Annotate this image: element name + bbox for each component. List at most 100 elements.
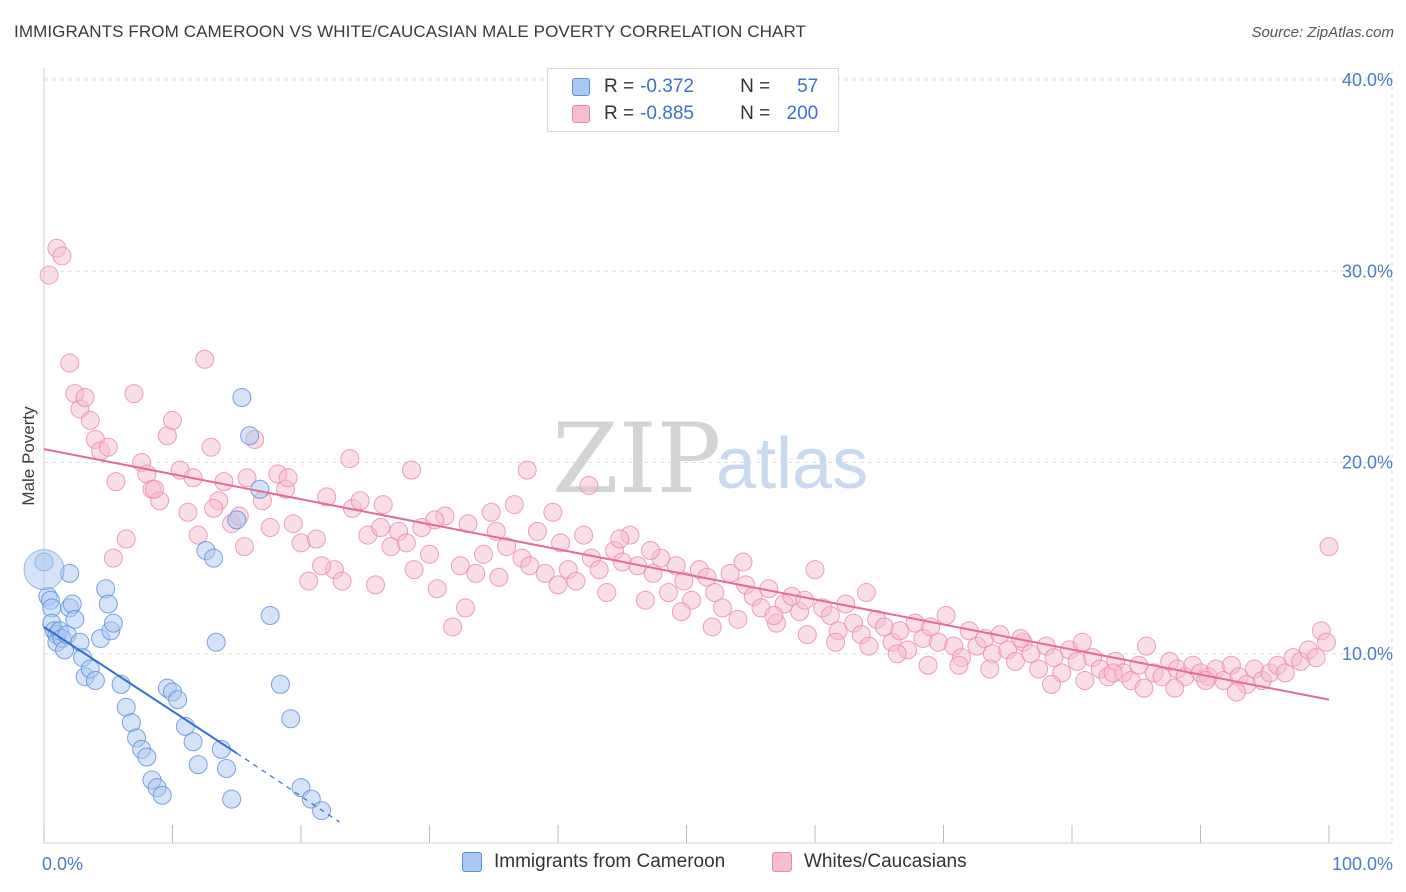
legend-n-value: 200 xyxy=(786,103,819,124)
point-whites xyxy=(404,560,424,580)
point-whites xyxy=(535,563,555,583)
legend-n-label: N = xyxy=(740,103,771,124)
point-whites xyxy=(39,265,59,285)
point-whites xyxy=(1134,678,1154,698)
point-whites xyxy=(1319,537,1339,557)
point-whites xyxy=(548,575,568,595)
watermark-zip: ZIP xyxy=(552,403,721,515)
point-whites xyxy=(949,655,969,675)
point-whites xyxy=(420,544,439,564)
point-cameroon xyxy=(98,594,118,614)
point-cameroon-large xyxy=(23,549,65,591)
point-whites xyxy=(466,563,486,583)
point-whites xyxy=(820,606,840,625)
chart-title: IMMIGRANTS FROM CAMEROON VS WHITE/CAUCAS… xyxy=(14,22,807,41)
legend-row-cameroon: R = -0.372 N = 57 xyxy=(572,74,818,100)
point-cameroon xyxy=(232,387,252,407)
point-whites xyxy=(671,602,691,622)
point-cameroon xyxy=(270,674,290,694)
point-whites xyxy=(589,560,609,580)
y-tick-label: 40.0% xyxy=(1342,70,1393,90)
point-whites xyxy=(1137,636,1157,656)
point-cameroon xyxy=(188,755,208,775)
legend-item-cameroon[interactable]: Immigrants from Cameroon xyxy=(462,851,725,873)
point-whites xyxy=(826,632,846,652)
point-whites xyxy=(733,552,753,572)
axes xyxy=(43,68,1392,844)
x-tick-label: 0.0% xyxy=(42,854,83,874)
point-whites xyxy=(116,529,136,549)
point-cameroon xyxy=(227,510,247,530)
point-whites xyxy=(317,487,337,507)
legend-r-label: R = xyxy=(604,103,635,124)
point-cameroon xyxy=(137,747,157,767)
point-whites xyxy=(566,571,586,591)
data-points xyxy=(23,238,1339,821)
point-whites xyxy=(859,636,879,656)
point-whites xyxy=(918,655,938,675)
y-tick-label: 20.0% xyxy=(1342,453,1393,473)
legend-swatch-blue xyxy=(462,852,482,872)
point-whites xyxy=(890,621,910,641)
point-cameroon xyxy=(222,789,242,809)
point-whites xyxy=(214,472,234,492)
point-whites xyxy=(106,472,126,492)
point-whites xyxy=(887,644,907,664)
point-whites xyxy=(635,590,655,610)
point-whites xyxy=(674,571,694,591)
point-whites xyxy=(52,246,72,266)
x-tick-label: 100.0% xyxy=(1332,854,1393,874)
legend-swatch-blue xyxy=(572,78,590,96)
point-cameroon xyxy=(206,632,226,652)
point-cameroon xyxy=(216,759,236,778)
legend-label: Whites/Caucasians xyxy=(804,851,967,872)
point-whites xyxy=(402,460,422,480)
point-whites xyxy=(178,502,198,522)
point-whites xyxy=(1021,644,1041,664)
point-whites xyxy=(1226,682,1246,702)
trend-line-cameroon xyxy=(43,626,238,755)
point-whites xyxy=(980,659,1000,679)
point-cameroon xyxy=(240,426,260,446)
point-whites xyxy=(702,617,722,637)
legend-r-value: -0.885 xyxy=(640,103,694,124)
point-cameroon xyxy=(260,606,280,625)
point-whites xyxy=(517,460,537,480)
point-whites xyxy=(574,525,594,545)
point-whites xyxy=(278,468,298,488)
point-whites xyxy=(350,491,370,511)
point-whites xyxy=(1029,659,1049,679)
point-whites xyxy=(366,575,386,595)
point-whites xyxy=(504,495,524,515)
point-whites xyxy=(597,583,617,603)
point-whites xyxy=(443,617,463,637)
trend-lines xyxy=(43,448,1330,823)
point-whites xyxy=(579,475,599,495)
legend-swatch-pink xyxy=(572,105,590,123)
point-whites xyxy=(473,544,493,564)
point-whites xyxy=(80,410,100,430)
point-whites xyxy=(543,502,563,522)
point-whites xyxy=(163,410,182,430)
point-whites xyxy=(60,353,80,373)
point-whites xyxy=(520,556,540,576)
point-whites xyxy=(1165,678,1185,698)
point-whites xyxy=(1306,648,1326,668)
legend-n-label: N = xyxy=(740,76,771,97)
legend-swatch-pink xyxy=(772,852,792,872)
point-whites xyxy=(936,606,956,625)
point-cameroon xyxy=(281,709,301,729)
point-whites xyxy=(1103,663,1123,683)
point-whites xyxy=(795,590,815,610)
point-whites xyxy=(805,560,825,580)
point-whites xyxy=(856,583,876,603)
point-whites xyxy=(204,498,224,518)
point-whites xyxy=(497,537,517,557)
point-cameroon xyxy=(204,548,224,568)
point-whites xyxy=(1041,674,1061,694)
point-whites xyxy=(195,349,215,369)
point-whites xyxy=(1316,632,1336,652)
point-whites xyxy=(641,540,661,560)
legend-item-whites[interactable]: Whites/Caucasians xyxy=(772,851,967,873)
